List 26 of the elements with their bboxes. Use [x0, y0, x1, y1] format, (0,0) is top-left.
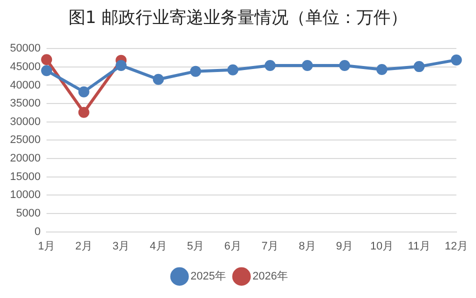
x-tick-label: 6月	[224, 240, 242, 252]
x-tick-label: 12月	[444, 240, 468, 252]
x-tick-label: 7月	[262, 240, 279, 252]
x-tick-label: 1月	[38, 240, 56, 252]
x-tick-label: 8月	[298, 240, 316, 252]
chart-title: 图1 邮政行业寄递业务量情况（单位：万件）	[67, 7, 409, 29]
y-tick-label: 25000	[10, 134, 41, 146]
y-tick-label: 0	[34, 226, 41, 238]
y-tick-label: 45000	[10, 60, 41, 73]
legend-label: 2025年	[190, 270, 226, 283]
x-tick-label: 10月	[370, 240, 394, 252]
x-tick-label: 2月	[75, 240, 92, 252]
y-tick-label: 40000	[10, 79, 41, 92]
y-tick-label: 5000	[16, 208, 41, 220]
x-tick-label: 3月	[112, 240, 130, 252]
y-tick-label: 50000	[10, 42, 41, 55]
y-tick-label: 20000	[10, 152, 41, 165]
y-tick-label: 15000	[10, 170, 41, 183]
x-tick-label: 11月	[408, 240, 430, 252]
y-tick-label: 10000	[10, 189, 41, 202]
y-tick-label: 35000	[10, 98, 41, 110]
y-tick-label: 30000	[10, 116, 41, 128]
legend-label: 2026年	[252, 270, 288, 283]
x-tick-label: 5月	[187, 240, 204, 252]
x-tick-label: 4月	[150, 240, 167, 252]
x-tick-label: 9月	[336, 240, 354, 252]
